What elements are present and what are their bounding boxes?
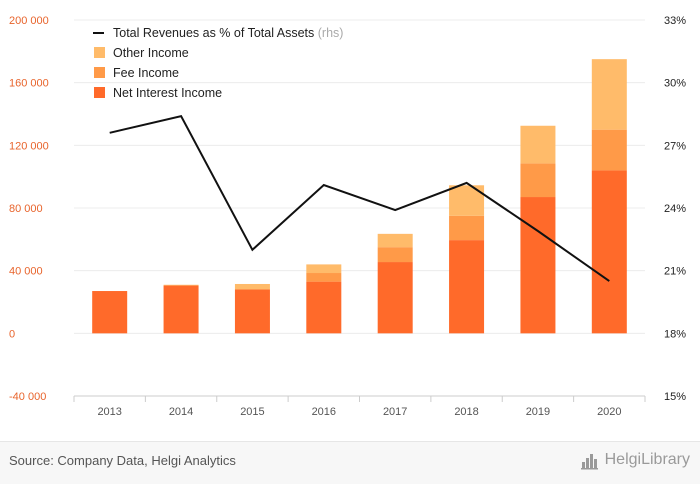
x-tick-label: 2016 xyxy=(312,406,336,418)
x-tick-label: 2014 xyxy=(169,406,193,418)
left-tick-label: 40 000 xyxy=(9,266,43,278)
stacked-bar-line-chart: -40 000 0 40 000 80 000 120 000 160 000 200 00… xyxy=(9,15,686,418)
source-text: Source: Company Data, Helgi Analytics xyxy=(9,453,236,468)
brand-logo[interactable]: HelgiLibrary xyxy=(580,450,690,470)
x-axis-ticks: 2013 2014 2015 2016 2017 2018 2019 2020 xyxy=(97,406,621,418)
bar-segment xyxy=(449,185,485,216)
left-tick-label: 120 000 xyxy=(9,140,49,152)
legend-swatch xyxy=(94,67,105,78)
bar-segment xyxy=(163,284,199,286)
right-tick-label: 18% xyxy=(664,328,686,340)
legend-swatch xyxy=(94,47,105,58)
bar-segment xyxy=(591,59,627,130)
bar-segment xyxy=(377,247,413,263)
bars xyxy=(92,59,627,334)
legend-axis-note: (rhs) xyxy=(318,26,344,40)
bar-segment xyxy=(306,273,342,282)
bar-segment xyxy=(449,240,485,334)
legend-label: Other Income xyxy=(113,46,189,60)
footer: Source: Company Data, Helgi Analytics He… xyxy=(0,441,700,484)
right-tick-label: 15% xyxy=(664,391,686,403)
right-tick-label: 30% xyxy=(664,78,686,90)
bar-segment xyxy=(591,129,627,171)
x-tick-label: 2018 xyxy=(454,406,478,418)
legend-label: Fee Income xyxy=(113,66,179,80)
bar-segment xyxy=(234,283,270,290)
bar-segment xyxy=(591,170,627,334)
bar-segment xyxy=(306,281,342,334)
left-axis-ticks: -40 000 0 40 000 80 000 120 000 160 000 200 00… xyxy=(9,15,49,403)
legend: Total Revenues as % of Total Assets (rhs… xyxy=(93,26,343,100)
right-axis-ticks: 15% 18% 21% 24% 27% 30% 33% xyxy=(664,15,686,403)
bar-segment xyxy=(306,264,342,274)
x-tick-label: 2015 xyxy=(240,406,264,418)
left-tick-label: -40 000 xyxy=(9,391,46,403)
bar-segment xyxy=(449,215,485,241)
bar-segment xyxy=(377,233,413,248)
bar-segment xyxy=(234,289,270,334)
right-tick-label: 27% xyxy=(664,140,686,152)
x-tick-label: 2019 xyxy=(526,406,550,418)
bar-segment xyxy=(377,262,413,334)
bar-segment xyxy=(520,197,556,334)
right-tick-label: 33% xyxy=(664,15,686,27)
right-tick-label: 21% xyxy=(664,266,686,278)
bar-segment xyxy=(520,163,556,198)
right-tick-label: 24% xyxy=(664,203,686,215)
brand-name: HelgiLibrary xyxy=(604,451,690,468)
line-series xyxy=(109,114,610,282)
bar-segment xyxy=(163,285,199,334)
left-tick-label: 0 xyxy=(9,328,15,340)
bar-segment xyxy=(92,291,128,334)
revenue-ratio-line xyxy=(109,114,610,282)
x-tick-label: 2013 xyxy=(97,406,121,418)
legend-label: Net Interest Income xyxy=(113,86,222,100)
gridlines xyxy=(73,19,646,402)
legend-swatch xyxy=(94,87,105,98)
x-tick-label: 2020 xyxy=(597,406,621,418)
left-tick-label: 160 000 xyxy=(9,78,49,90)
x-tick-label: 2017 xyxy=(383,406,407,418)
bar-segment xyxy=(520,125,556,164)
library-icon xyxy=(580,454,598,470)
left-tick-label: 200 000 xyxy=(9,15,49,27)
legend-label: Total Revenues as % of Total Assets (rhs… xyxy=(113,26,343,40)
left-tick-label: 80 000 xyxy=(9,203,43,215)
